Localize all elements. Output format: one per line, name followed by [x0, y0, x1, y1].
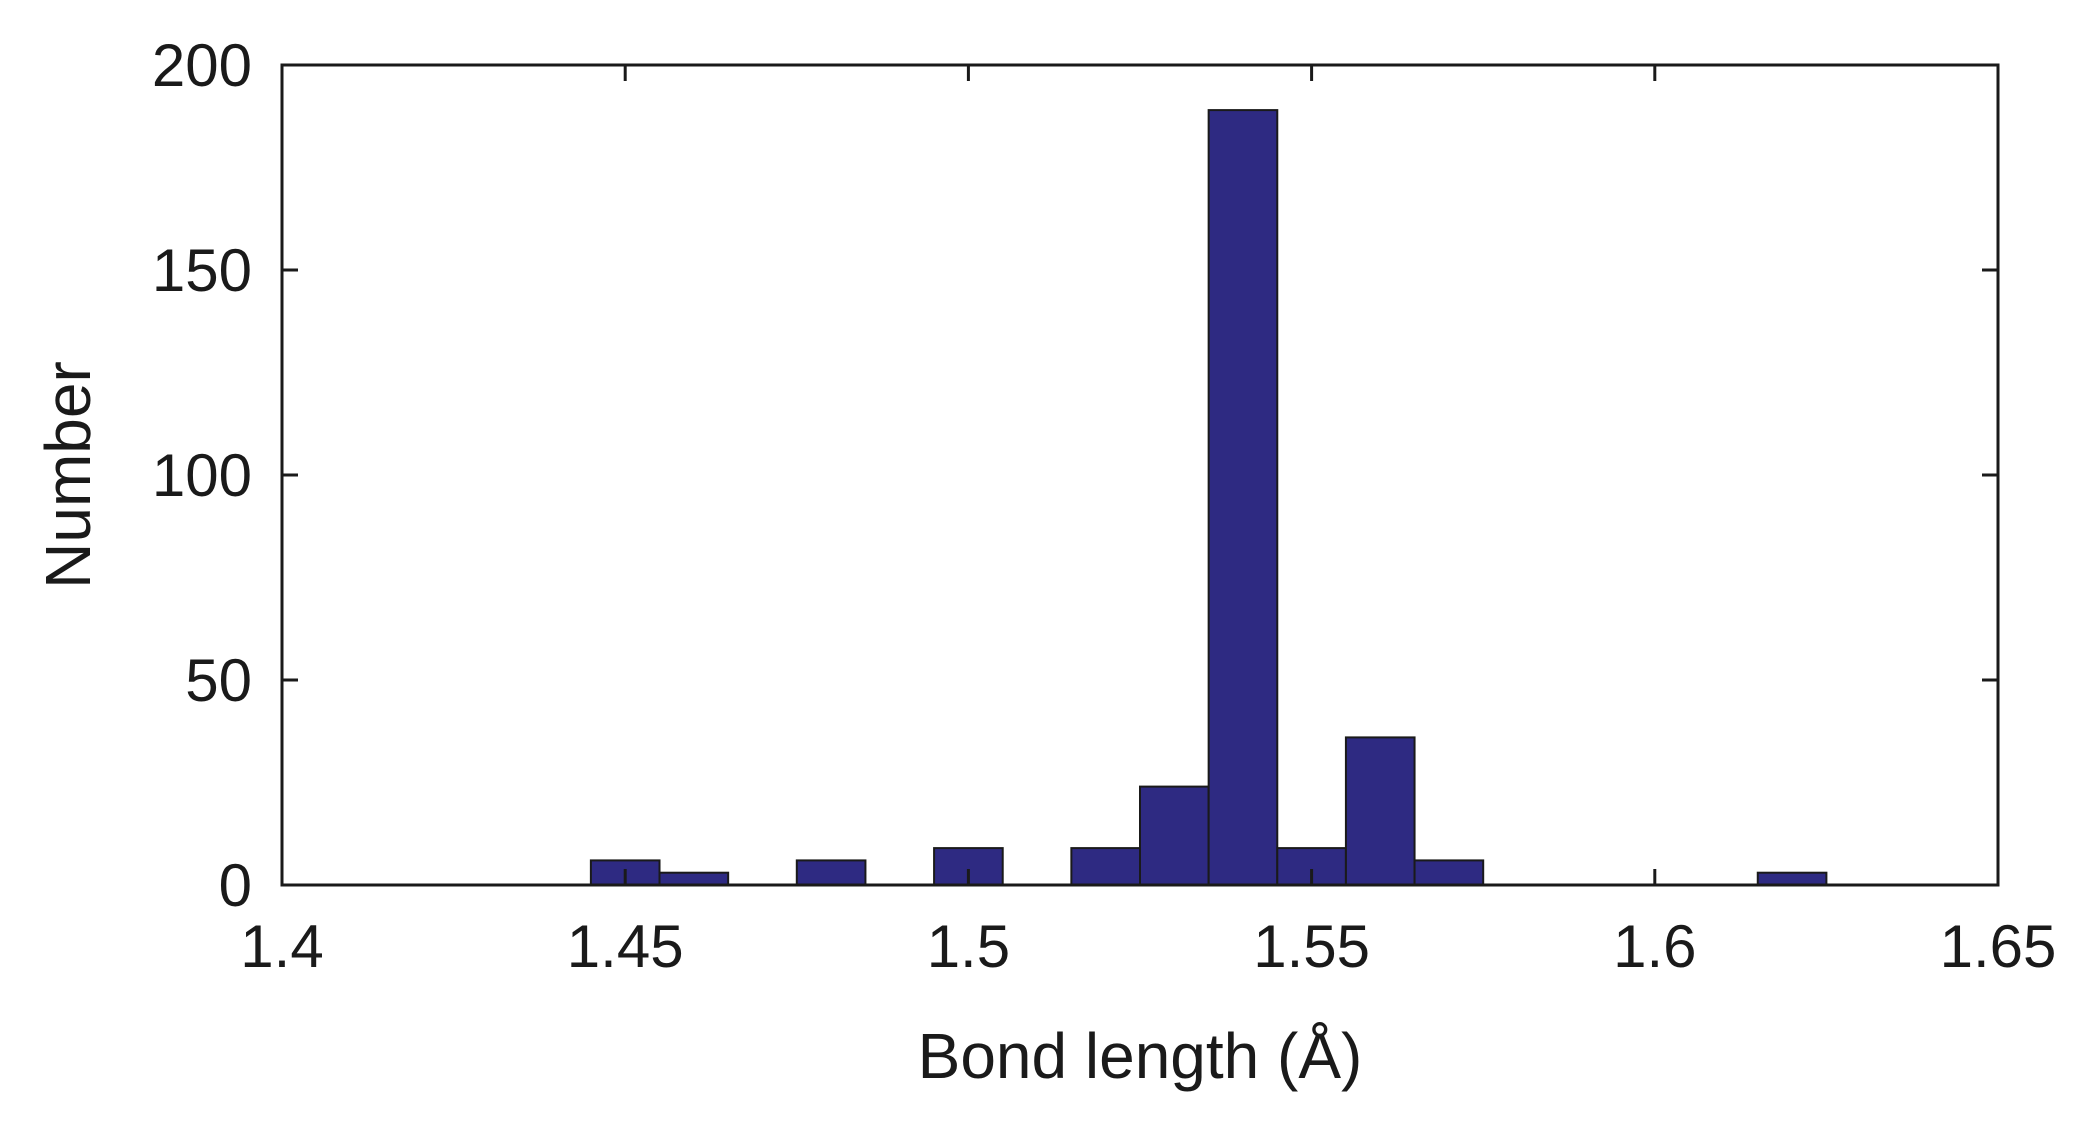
- y-tick-label-1: 50: [185, 647, 252, 714]
- x-tick-label-5: 1.65: [1940, 913, 2057, 980]
- x-tick-label-4: 1.6: [1613, 913, 1696, 980]
- histogram-bar-10: [1207, 109, 1279, 887]
- x-tick-label-3: 1.55: [1253, 913, 1370, 980]
- histogram-bar-2: [658, 871, 730, 887]
- histogram-bar-12: [1344, 736, 1416, 887]
- x-tick-label-0: 1.4: [240, 913, 323, 980]
- axis-ticks: [280, 63, 2000, 887]
- x-tick-label-1: 1.45: [567, 913, 684, 980]
- y-tick-label-4: 200: [152, 32, 252, 99]
- histogram-bar-8: [1070, 847, 1141, 886]
- plot-frame: [280, 63, 2000, 887]
- x-axis-title: Bond length (Å): [918, 1020, 1363, 1092]
- y-axis-title: Number: [32, 361, 104, 589]
- axis-tick-labels: 1.4 1.45 1.5 1.55 1.6 1.65 0 50 100 150 200: [152, 32, 2057, 980]
- x-tick-label-2: 1.5: [927, 913, 1010, 980]
- histogram-bars: [521, 109, 1965, 887]
- histogram-bar-9: [1139, 785, 1210, 886]
- y-tick-label-3: 150: [152, 237, 252, 304]
- y-tick-label-0: 0: [219, 852, 252, 919]
- y-tick-label-2: 100: [152, 442, 252, 509]
- histogram-bar-13: [1413, 859, 1485, 887]
- histogram-bar-4: [795, 859, 867, 887]
- histogram-bar-18: [1756, 871, 1828, 887]
